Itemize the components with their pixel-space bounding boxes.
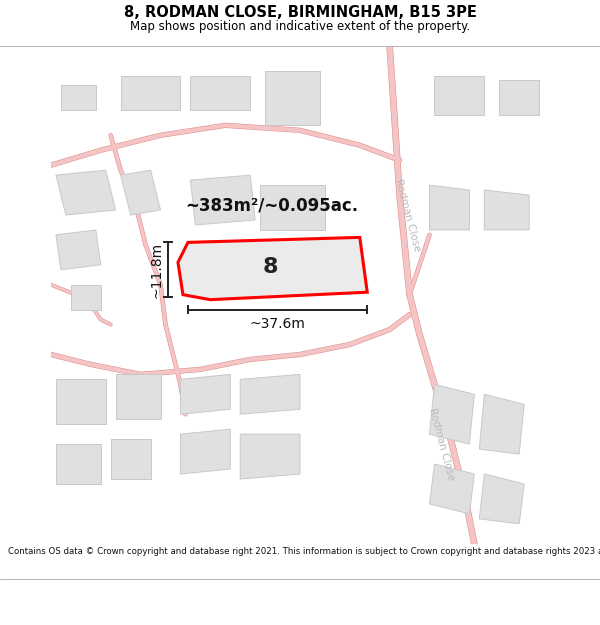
Text: 8, RODMAN CLOSE, BIRMINGHAM, B15 3PE: 8, RODMAN CLOSE, BIRMINGHAM, B15 3PE	[124, 5, 476, 20]
Polygon shape	[181, 429, 230, 474]
Polygon shape	[430, 185, 469, 230]
Text: Contains OS data © Crown copyright and database right 2021. This information is : Contains OS data © Crown copyright and d…	[8, 547, 600, 556]
Text: Rodman Close: Rodman Close	[427, 407, 457, 481]
Polygon shape	[430, 464, 475, 514]
Text: 8: 8	[262, 258, 278, 278]
Polygon shape	[479, 394, 524, 454]
Polygon shape	[240, 374, 300, 414]
Polygon shape	[71, 285, 101, 309]
Polygon shape	[499, 81, 539, 116]
Polygon shape	[190, 76, 250, 111]
Polygon shape	[121, 170, 161, 215]
Polygon shape	[56, 170, 116, 215]
Polygon shape	[240, 434, 300, 479]
Polygon shape	[484, 190, 529, 230]
Polygon shape	[56, 379, 106, 424]
Polygon shape	[260, 185, 325, 230]
Polygon shape	[61, 86, 96, 111]
Polygon shape	[56, 230, 101, 270]
Text: Map shows position and indicative extent of the property.: Map shows position and indicative extent…	[130, 20, 470, 33]
Polygon shape	[56, 444, 101, 484]
Text: ~11.8m: ~11.8m	[149, 242, 163, 298]
Polygon shape	[265, 71, 320, 126]
Polygon shape	[434, 76, 484, 116]
Polygon shape	[178, 238, 367, 299]
Polygon shape	[479, 474, 524, 524]
Polygon shape	[181, 374, 230, 414]
Polygon shape	[190, 175, 255, 225]
Polygon shape	[121, 76, 181, 111]
Text: Rodman Close: Rodman Close	[392, 177, 422, 252]
Text: ~383m²/~0.095ac.: ~383m²/~0.095ac.	[185, 196, 359, 214]
Polygon shape	[430, 384, 475, 444]
Polygon shape	[111, 439, 151, 479]
Text: ~37.6m: ~37.6m	[250, 317, 305, 331]
Polygon shape	[116, 374, 161, 419]
